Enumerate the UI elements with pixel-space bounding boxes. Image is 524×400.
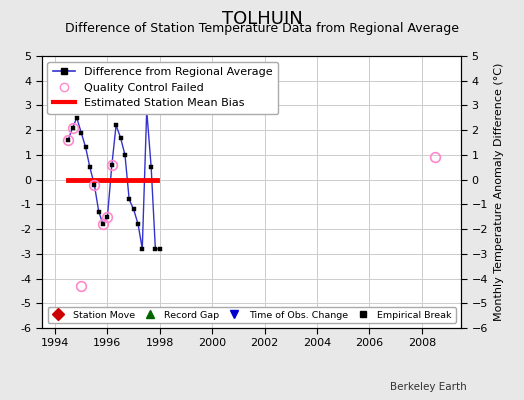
Y-axis label: Monthly Temperature Anomaly Difference (°C): Monthly Temperature Anomaly Difference (… — [494, 63, 504, 321]
Text: TOLHUIN: TOLHUIN — [222, 10, 302, 28]
Text: Berkeley Earth: Berkeley Earth — [390, 382, 466, 392]
Legend: Station Move, Record Gap, Time of Obs. Change, Empirical Break: Station Move, Record Gap, Time of Obs. C… — [48, 307, 455, 323]
Text: Difference of Station Temperature Data from Regional Average: Difference of Station Temperature Data f… — [65, 22, 459, 35]
